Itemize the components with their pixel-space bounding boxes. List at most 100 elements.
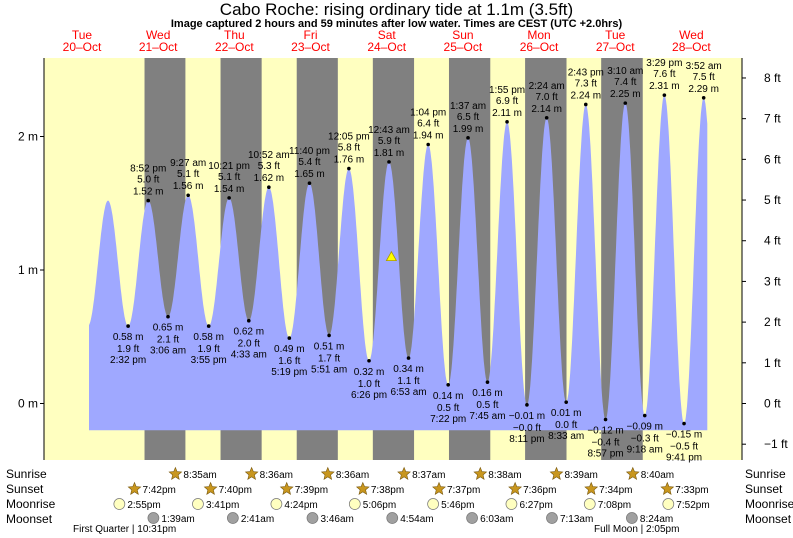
high-time-label: 10:52 am — [248, 150, 290, 161]
moonrise-icon — [113, 498, 126, 510]
sun-star-icon — [279, 481, 294, 495]
sun-star-icon — [397, 466, 411, 480]
high-ft-label: 5.4 ft — [298, 157, 320, 168]
high-ft-label: 5.9 ft — [378, 136, 400, 147]
left-tick-label: 1 m — [18, 263, 38, 277]
extreme-point — [227, 196, 231, 200]
high-m-label: 1.81 m — [374, 148, 405, 159]
almanac-time: 5:46pm — [441, 500, 474, 511]
sun-star-icon — [244, 466, 259, 480]
low-ft-label: 0.0 ft — [555, 420, 577, 431]
low-time-label: 2:32 pm — [110, 355, 146, 366]
low-time-label: 9:18 am — [627, 445, 663, 456]
extreme-point — [206, 324, 211, 328]
right-tick-label: 3 ft — [764, 274, 781, 288]
left-tick-label: 2 m — [18, 130, 38, 144]
moonrise-icon — [270, 498, 283, 510]
low-time-label: 5:19 pm — [271, 367, 307, 378]
low-m-label: 0.58 m — [113, 332, 144, 343]
high-time-label: 3:10 am — [607, 66, 643, 77]
extreme-point — [287, 336, 292, 340]
high-m-label: 1.62 m — [254, 173, 285, 184]
day-label: Sat — [378, 28, 397, 42]
high-ft-label: 7.5 ft — [693, 72, 715, 83]
date-label: 20–Oct — [63, 40, 102, 54]
low-ft-label: −0.5 ft — [670, 442, 698, 453]
day-label: Wed — [679, 28, 703, 42]
low-ft-label: −0.4 ft — [592, 438, 620, 449]
extreme-point — [387, 160, 391, 164]
sun-star-icon — [508, 481, 523, 495]
extreme-point — [505, 120, 509, 124]
almanac-time: 5:06pm — [363, 500, 396, 511]
low-time-label: 6:53 am — [390, 387, 426, 398]
tide-area — [89, 95, 708, 431]
sun-star-icon — [168, 466, 183, 480]
extreme-point — [623, 101, 628, 105]
high-m-label: 2.24 m — [570, 90, 601, 101]
extreme-point — [446, 383, 450, 387]
low-time-label: 5:51 am — [311, 364, 347, 375]
high-time-label: 1:37 am — [450, 101, 486, 112]
low-time-label: 3:06 am — [150, 346, 186, 357]
high-ft-label: 5.1 ft — [218, 172, 240, 183]
day-label: Wed — [146, 28, 170, 42]
day-label: Fri — [304, 28, 318, 42]
low-time-label: 6:26 pm — [351, 390, 387, 401]
low-m-label: −0.01 m — [509, 411, 545, 422]
low-time-label: 8:11 pm — [509, 434, 544, 445]
high-ft-label: 6.5 ft — [457, 112, 479, 123]
right-tick-label: 1 ft — [764, 356, 781, 370]
high-ft-label: 5.0 ft — [137, 175, 159, 186]
date-label: 21–Oct — [139, 40, 178, 54]
extreme-point — [406, 356, 411, 360]
almanac-time: 7:40pm — [219, 485, 252, 496]
low-ft-label: 1.7 ft — [318, 353, 340, 364]
almanac-time: 4:54am — [400, 514, 433, 525]
date-label: 25–Oct — [444, 40, 483, 54]
almanac-time: 7:37pm — [447, 485, 480, 496]
high-m-label: 2.31 m — [649, 81, 680, 92]
sun-star-icon — [584, 481, 599, 495]
low-ft-label: 2.1 ft — [157, 335, 179, 346]
low-m-label: 0.62 m — [234, 327, 265, 338]
right-tick-label: 7 ft — [764, 112, 781, 126]
almanac-time: 8:35am — [183, 470, 216, 481]
current-level-marker — [385, 250, 398, 262]
high-time-label: 1:55 pm — [489, 85, 525, 96]
extreme-point — [267, 185, 271, 190]
right-tick-label: 8 ft — [764, 71, 781, 85]
high-m-label: 1.76 m — [334, 155, 365, 166]
extreme-point — [662, 93, 667, 97]
extreme-point — [564, 400, 568, 404]
high-ft-label: 5.8 ft — [338, 143, 360, 154]
moonset-icon — [306, 512, 319, 524]
almanac-time: 7:38pm — [371, 485, 404, 496]
high-ft-label: 5.1 ft — [177, 169, 199, 180]
high-m-label: 2.11 m — [492, 108, 522, 119]
almanac-time: 2:55pm — [127, 500, 160, 511]
low-m-label: 0.32 m — [354, 367, 385, 378]
high-ft-label: 5.3 ft — [258, 161, 280, 172]
moonset-icon — [626, 512, 638, 524]
low-time-label: 8:57 pm — [587, 449, 623, 460]
moonrise-icon — [505, 498, 518, 510]
low-ft-label: 1.0 ft — [358, 379, 380, 390]
almanac-time: 8:37am — [412, 470, 445, 481]
low-m-label: 0.01 m — [551, 408, 582, 419]
sun-star-icon — [320, 466, 335, 480]
high-time-label: 12:05 pm — [328, 132, 370, 143]
date-label: 23–Oct — [291, 40, 330, 54]
high-ft-label: 6.4 ft — [417, 119, 439, 130]
almanac-time: 8:36am — [260, 470, 293, 481]
low-time-label: 7:45 am — [469, 411, 505, 422]
almanac-time: 2:41am — [241, 514, 274, 525]
left-tick-label: 0 m — [18, 397, 38, 411]
extreme-point — [367, 358, 371, 363]
extreme-point — [642, 413, 647, 418]
sun-star-icon — [355, 481, 370, 495]
high-time-label: 3:52 am — [686, 61, 722, 72]
extreme-point — [126, 324, 130, 328]
moonrise-icon — [348, 498, 361, 510]
low-m-label: 0.14 m — [433, 391, 464, 402]
